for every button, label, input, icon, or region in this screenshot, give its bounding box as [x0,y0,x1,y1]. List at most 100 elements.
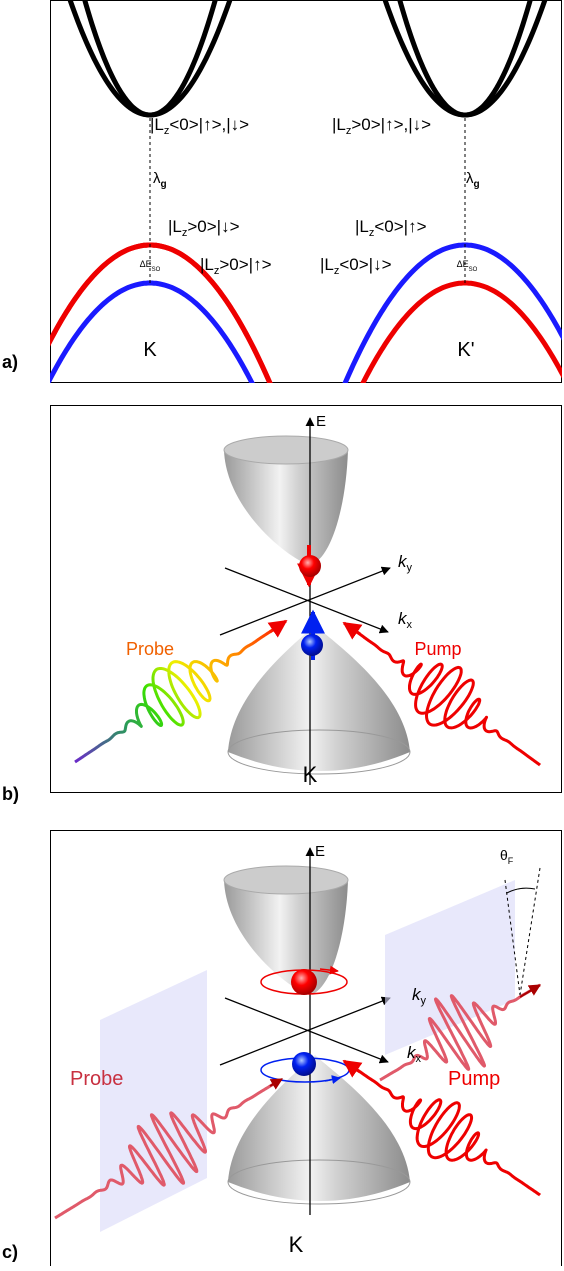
text-part: λ [153,170,161,187]
text-part: k [398,609,408,628]
text-part: k [398,552,408,571]
annotation: K [289,1232,304,1257]
subscript: x [416,1053,422,1065]
annotation: |Lz<0>|↑> [355,217,427,239]
valence-cone [228,1055,410,1201]
cone-rim [227,1159,411,1205]
band [360,280,562,383]
axis-kx [224,997,389,1064]
annotation: Pump [448,1068,500,1090]
panel-a-bands [50,0,562,383]
text-part: |L [355,217,369,236]
text-part: ΔE [140,259,152,269]
cone-top [223,435,349,465]
electron [299,555,321,577]
band [82,0,218,118]
cone-top [223,865,349,895]
text-part: Probe [70,1068,123,1090]
text-part: K' [457,339,474,361]
valence-cone [228,625,410,771]
pump-arrow [342,1059,363,1078]
text-part: >0>|↑> [219,255,271,274]
axis-ky [219,996,391,1066]
polarization-plane [100,970,207,1232]
text-part: <0>|↑> [374,217,426,236]
subscript: z [182,227,188,239]
axis-ky [219,566,391,636]
subscript: y [421,995,427,1007]
subscript: SO [152,267,161,273]
rotation-guide [504,879,521,996]
electron [291,969,317,995]
subscript: g [474,179,480,190]
text-part: E [316,413,326,430]
text-part: E [315,843,325,860]
annotation: E [315,843,325,860]
annotation: ky [398,552,413,574]
orbit-arrow [319,965,339,975]
subscript: z [369,227,375,239]
annotation: Probe [70,1068,123,1090]
text-part: k [407,1043,417,1062]
pump-arrow [342,621,363,640]
text-part: <0>|↑>,|↓> [169,115,249,134]
band [67,0,233,118]
text-part: Probe [126,639,174,659]
subscript: y [407,562,413,574]
transmitted-arrow [519,984,542,998]
annotation: kx [398,609,413,631]
panel-b-frame [50,405,562,793]
text-part: ΔE [457,259,469,269]
band [382,0,548,118]
text-part: |L [200,255,214,274]
hole [301,634,323,656]
wave-packet [348,1063,542,1197]
annotation: |Lz>0>|↑> [200,255,272,277]
subscript: F [508,856,514,866]
conduction-cone [224,450,348,565]
annotation: |Lz>0>|↓> [168,217,240,239]
panel-label: a) [2,352,18,372]
text-part: |L [320,255,334,274]
wave-packet [53,1078,282,1220]
text-part: λ [466,170,474,187]
subscript: z [346,125,352,137]
annotation: ΔESO [457,259,478,273]
text-part: >0>|↓> [187,217,239,236]
annotation: kx [407,1043,422,1065]
rotation-guide [519,867,541,996]
text-part: |L [150,115,164,134]
text-part: >0>|↑>,|↓> [351,115,431,134]
wave-packet [348,625,542,767]
annotation: |Lz>0>|↑>,|↓> [332,115,431,137]
annotation: λg [466,170,480,190]
orbit-arrow [324,1075,341,1085]
text-part: K [289,1232,304,1257]
rotation-angle [506,887,536,894]
axis-kx [224,567,389,634]
subscript: g [161,179,167,190]
annotation: |Lz<0>|↓> [320,255,392,277]
annotation: K [303,762,318,787]
panel-b-drawing [73,417,542,785]
hole [292,1052,316,1076]
conduction-cone [224,880,348,995]
text-part: |L [332,115,346,134]
panel-c-drawing [53,847,542,1232]
subscript: z [334,265,340,277]
wave-packet [378,983,542,1082]
labels: a)|Lz<0>|↑>,|↓> |Lz>0>|↑>,|↓>λg λg|Lz>0>|↓… [2,115,514,1262]
annotation: ky [412,985,427,1007]
annotation: Pump [414,639,461,659]
cone-rim [227,729,411,775]
text-part: k [412,985,422,1004]
text-part: K [143,339,157,361]
annotation: Probe [126,639,174,659]
annotation: |Lz<0>|↑>,|↓> [150,115,249,137]
annotation: E [316,413,326,430]
text-part: θ [500,847,508,863]
annotation: K [143,339,157,361]
band [397,0,533,118]
annotation: K' [457,339,474,361]
